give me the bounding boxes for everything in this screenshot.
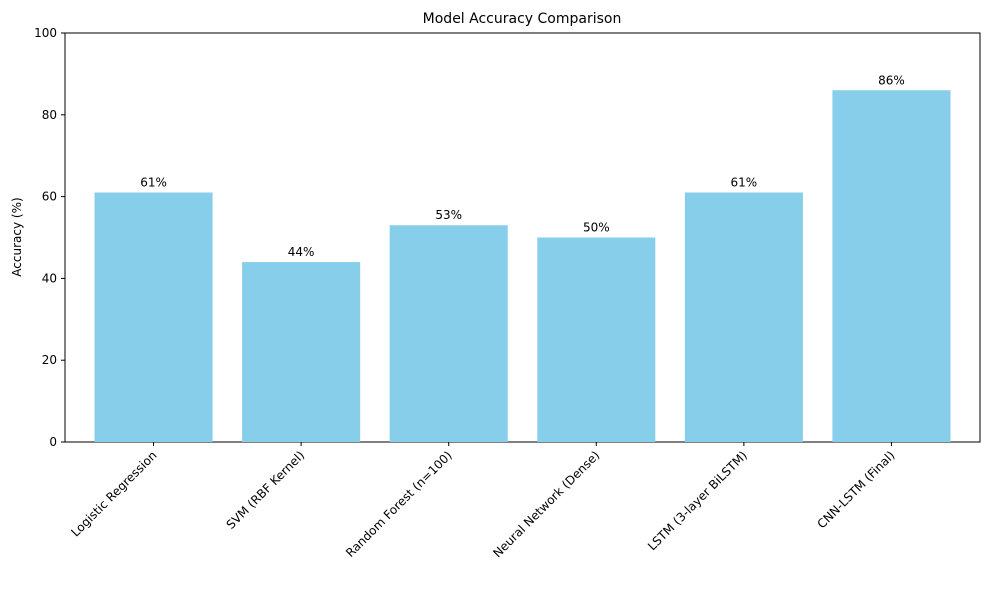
x-tick-label-6: CNN-LSTM (Final): [814, 448, 897, 531]
y-tick-label-2: 20: [42, 353, 57, 367]
bar-2: [242, 262, 361, 442]
x-axis: Logistic Regression SVM (RBF Kernel) Rando…: [68, 442, 898, 560]
bar-1: [94, 192, 213, 442]
y-tick-label-6: 100: [34, 26, 57, 40]
y-tick-label-1: 0: [49, 435, 57, 449]
chart-title: Model Accuracy Comparison: [423, 11, 622, 27]
y-tick-label-3: 40: [42, 271, 57, 285]
x-tick-label-5: LSTM (3-layer BiLSTM): [645, 448, 750, 553]
data-labels-layer: 61% 44% 53% 50% 61% 86%: [140, 73, 905, 259]
data-label-3: 53%: [435, 208, 462, 222]
bar-6: [832, 90, 951, 442]
bar-4: [537, 237, 656, 442]
data-label-4: 50%: [583, 221, 610, 235]
x-tick-label-4: Neural Network (Dense): [490, 448, 602, 560]
x-tick-label-2: SVM (RBF Kernel): [224, 448, 308, 532]
y-axis-label: Accuracy (%): [10, 197, 24, 276]
x-tick-label-1: Logistic Regression: [68, 448, 159, 539]
data-label-6: 86%: [878, 73, 905, 87]
x-tick-label-3: Random Forest (n=100): [343, 448, 455, 560]
axes-frame: [64, 32, 981, 443]
y-axis: 0 20 40 60 80 100: [34, 26, 65, 449]
bar-5: [684, 192, 803, 442]
data-label-2: 44%: [288, 245, 315, 259]
data-label-1: 61%: [140, 176, 167, 190]
plot-area: [64, 32, 981, 443]
bars-layer: [94, 90, 951, 442]
data-label-5: 61%: [731, 176, 758, 190]
y-tick-label-5: 80: [42, 108, 57, 122]
bar-3: [389, 225, 508, 442]
y-tick-label-4: 60: [42, 190, 57, 204]
